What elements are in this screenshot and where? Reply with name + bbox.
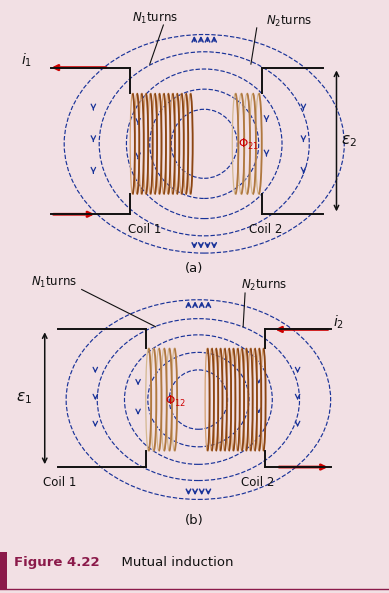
Text: $i_1$: $i_1$ [21,51,33,69]
Text: Coil 2: Coil 2 [241,476,275,489]
Text: $N_1$turns: $N_1$turns [31,275,77,291]
Text: Mutual induction: Mutual induction [113,556,233,569]
Text: Coil 2: Coil 2 [249,223,282,236]
Text: $\varepsilon_1$: $\varepsilon_1$ [16,390,32,406]
Text: $i_2$: $i_2$ [333,314,343,331]
Text: (b): (b) [185,514,204,527]
Text: $N_2$turns: $N_2$turns [266,14,313,28]
Text: $N_1$turns: $N_1$turns [132,11,179,25]
Text: $\varepsilon_2$: $\varepsilon_2$ [341,133,357,149]
Bar [0,552,7,591]
Text: $N_2$turns: $N_2$turns [241,278,287,293]
Text: Coil 1: Coil 1 [43,476,76,489]
Text: (a): (a) [185,262,204,275]
Text: $\Phi_{12}$: $\Phi_{12}$ [165,394,186,409]
Text: $\Phi_{21}$: $\Phi_{21}$ [238,137,259,152]
Text: Figure 4.22: Figure 4.22 [14,556,99,569]
Text: Coil 1: Coil 1 [128,223,162,236]
